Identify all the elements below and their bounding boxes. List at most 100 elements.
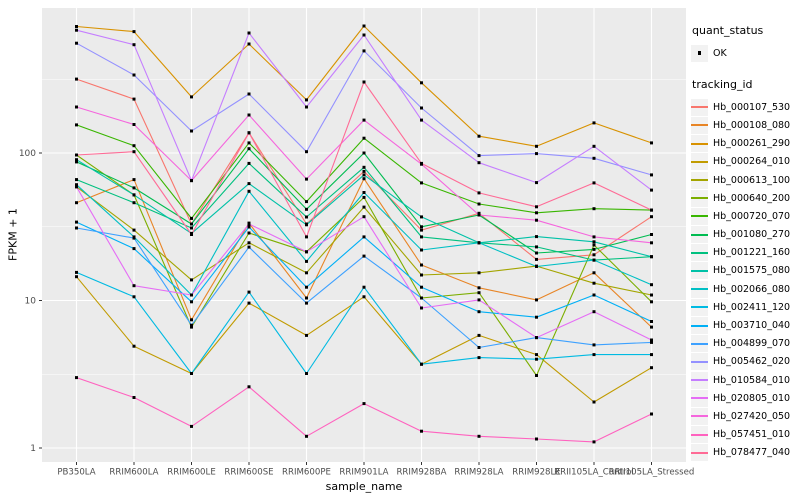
data-point [305, 200, 308, 204]
data-point [305, 296, 308, 300]
data-point [535, 437, 538, 441]
data-point [190, 216, 193, 220]
data-point [477, 346, 481, 349]
legend-item-label: Hb_000261_290 [713, 138, 791, 150]
legend-item-label: Hb_000720_070 [713, 210, 791, 222]
data-point [420, 118, 423, 122]
data-point [535, 211, 538, 215]
data-point [535, 181, 538, 185]
series-line-icon [691, 106, 708, 109]
series-line-icon [691, 306, 708, 309]
data-point [592, 400, 596, 404]
data-point [75, 201, 78, 205]
legend-item: Hb_005462_020 [691, 353, 799, 371]
data-point [592, 121, 596, 125]
x-axis-title: sample_name [325, 480, 403, 493]
data-point [247, 222, 251, 226]
data-point [477, 333, 481, 337]
data-point [535, 374, 538, 377]
data-point [132, 123, 136, 126]
data-point [420, 106, 423, 110]
data-point [362, 151, 366, 155]
data-point [477, 213, 481, 217]
data-point [362, 177, 366, 181]
data-point [650, 233, 653, 236]
data-point [190, 278, 193, 282]
legend-item: Hb_078477_040 [691, 444, 799, 462]
series-color-key [691, 153, 708, 171]
series-color-key [691, 98, 708, 116]
series-line-icon [691, 179, 708, 182]
data-point [190, 318, 193, 322]
x-tick-label: RRII105LA_Control [554, 468, 634, 478]
data-point [420, 225, 423, 229]
data-point [535, 315, 538, 319]
data-point [305, 301, 308, 305]
series-color-key [691, 426, 708, 444]
data-point [190, 325, 193, 329]
data-point [362, 285, 366, 289]
data-point [592, 253, 596, 257]
data-point [592, 156, 596, 160]
series-line-icon [691, 233, 708, 236]
data-point [535, 353, 538, 357]
data-point [420, 429, 423, 433]
data-point [305, 434, 308, 438]
series-line-icon [691, 397, 708, 400]
data-point [592, 343, 596, 347]
data-point [420, 362, 423, 366]
data-point [650, 293, 653, 297]
legend-item: Hb_000108_080 [691, 116, 799, 134]
data-point [305, 250, 308, 254]
data-point [305, 177, 308, 181]
data-point [75, 25, 78, 28]
data-point [362, 169, 366, 173]
data-point [592, 144, 596, 148]
y-axis-title: FPKM + 1 [6, 208, 20, 261]
data-point [650, 300, 653, 304]
legend-item: Hb_002411_120 [691, 298, 799, 316]
data-point [420, 181, 423, 185]
data-point [592, 240, 596, 244]
x-tick-label: RRII105LA_Stressed [609, 468, 695, 478]
data-point [75, 160, 78, 164]
data-point [247, 31, 251, 35]
series-color-key [691, 335, 708, 353]
series-color-key [691, 207, 708, 225]
data-point [75, 185, 78, 189]
data-point [535, 257, 538, 261]
legend-item-label: Hb_020805_010 [713, 392, 791, 404]
series-line-icon [691, 251, 708, 254]
data-point [190, 424, 193, 428]
data-point [247, 42, 251, 46]
legend-tracking-items: Hb_000107_530 Hb_000108_080 Hb_000261_290 H… [691, 98, 799, 462]
x-tick-label: RRIM928LA [454, 468, 503, 478]
legend-item: Hb_004899_070 [691, 335, 799, 353]
data-point [75, 275, 78, 279]
data-point [650, 340, 653, 344]
data-point [477, 291, 481, 295]
series-color-key [691, 389, 708, 407]
legend-item: Hb_000640_200 [691, 189, 799, 207]
y-tick-label: 10 [25, 297, 37, 307]
data-point [75, 105, 78, 109]
data-point [420, 228, 423, 232]
data-point [477, 434, 481, 438]
data-point [190, 222, 193, 226]
data-point [75, 28, 78, 32]
data-point [132, 396, 136, 399]
data-point [132, 178, 136, 182]
series-line-icon [691, 433, 708, 436]
data-point [132, 284, 136, 288]
data-point [132, 228, 136, 232]
series-color-key [691, 371, 708, 389]
data-point [75, 153, 78, 157]
black-point-icon [697, 51, 702, 55]
legend-item-label: Hb_078477_040 [713, 447, 791, 459]
data-point [75, 178, 78, 182]
legend-item: Hb_000107_530 [691, 98, 799, 116]
data-point [305, 98, 308, 102]
data-point [650, 173, 653, 177]
data-point [132, 295, 136, 299]
